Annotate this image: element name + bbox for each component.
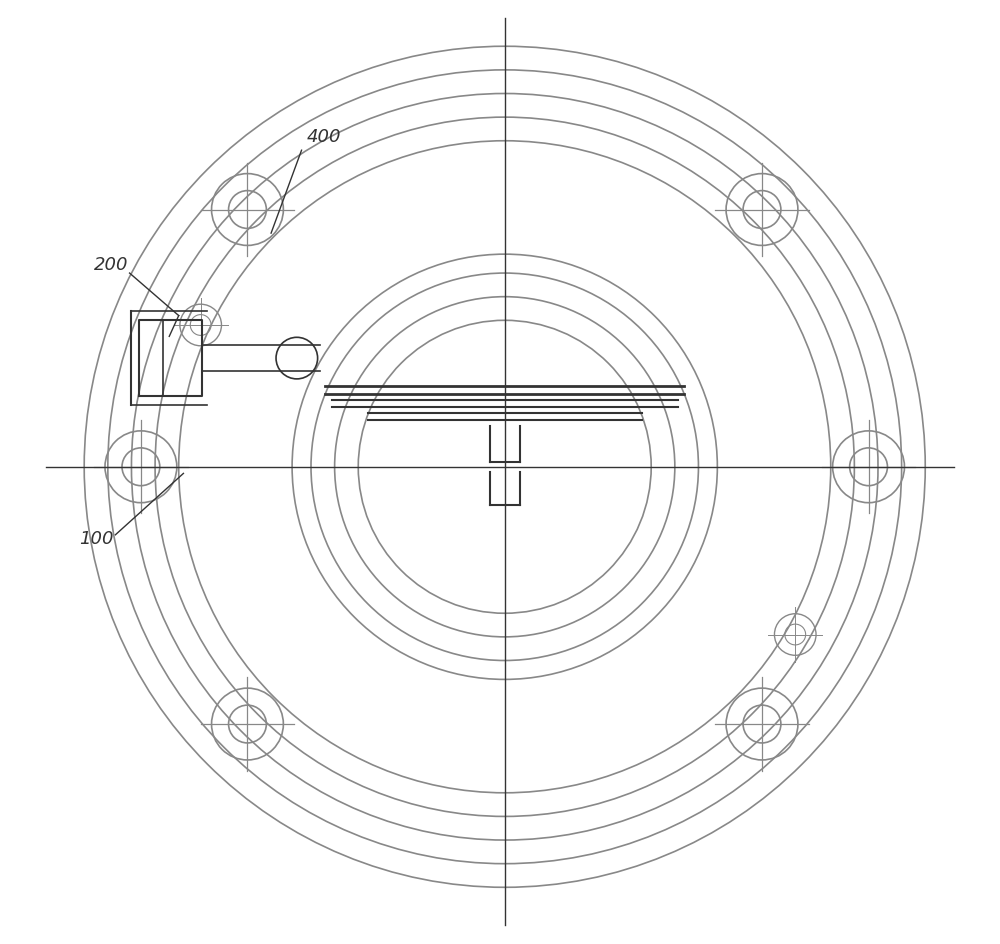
Text: 400: 400 [306, 127, 341, 146]
Text: 100: 100 [79, 529, 114, 548]
Text: 200: 200 [94, 255, 128, 274]
